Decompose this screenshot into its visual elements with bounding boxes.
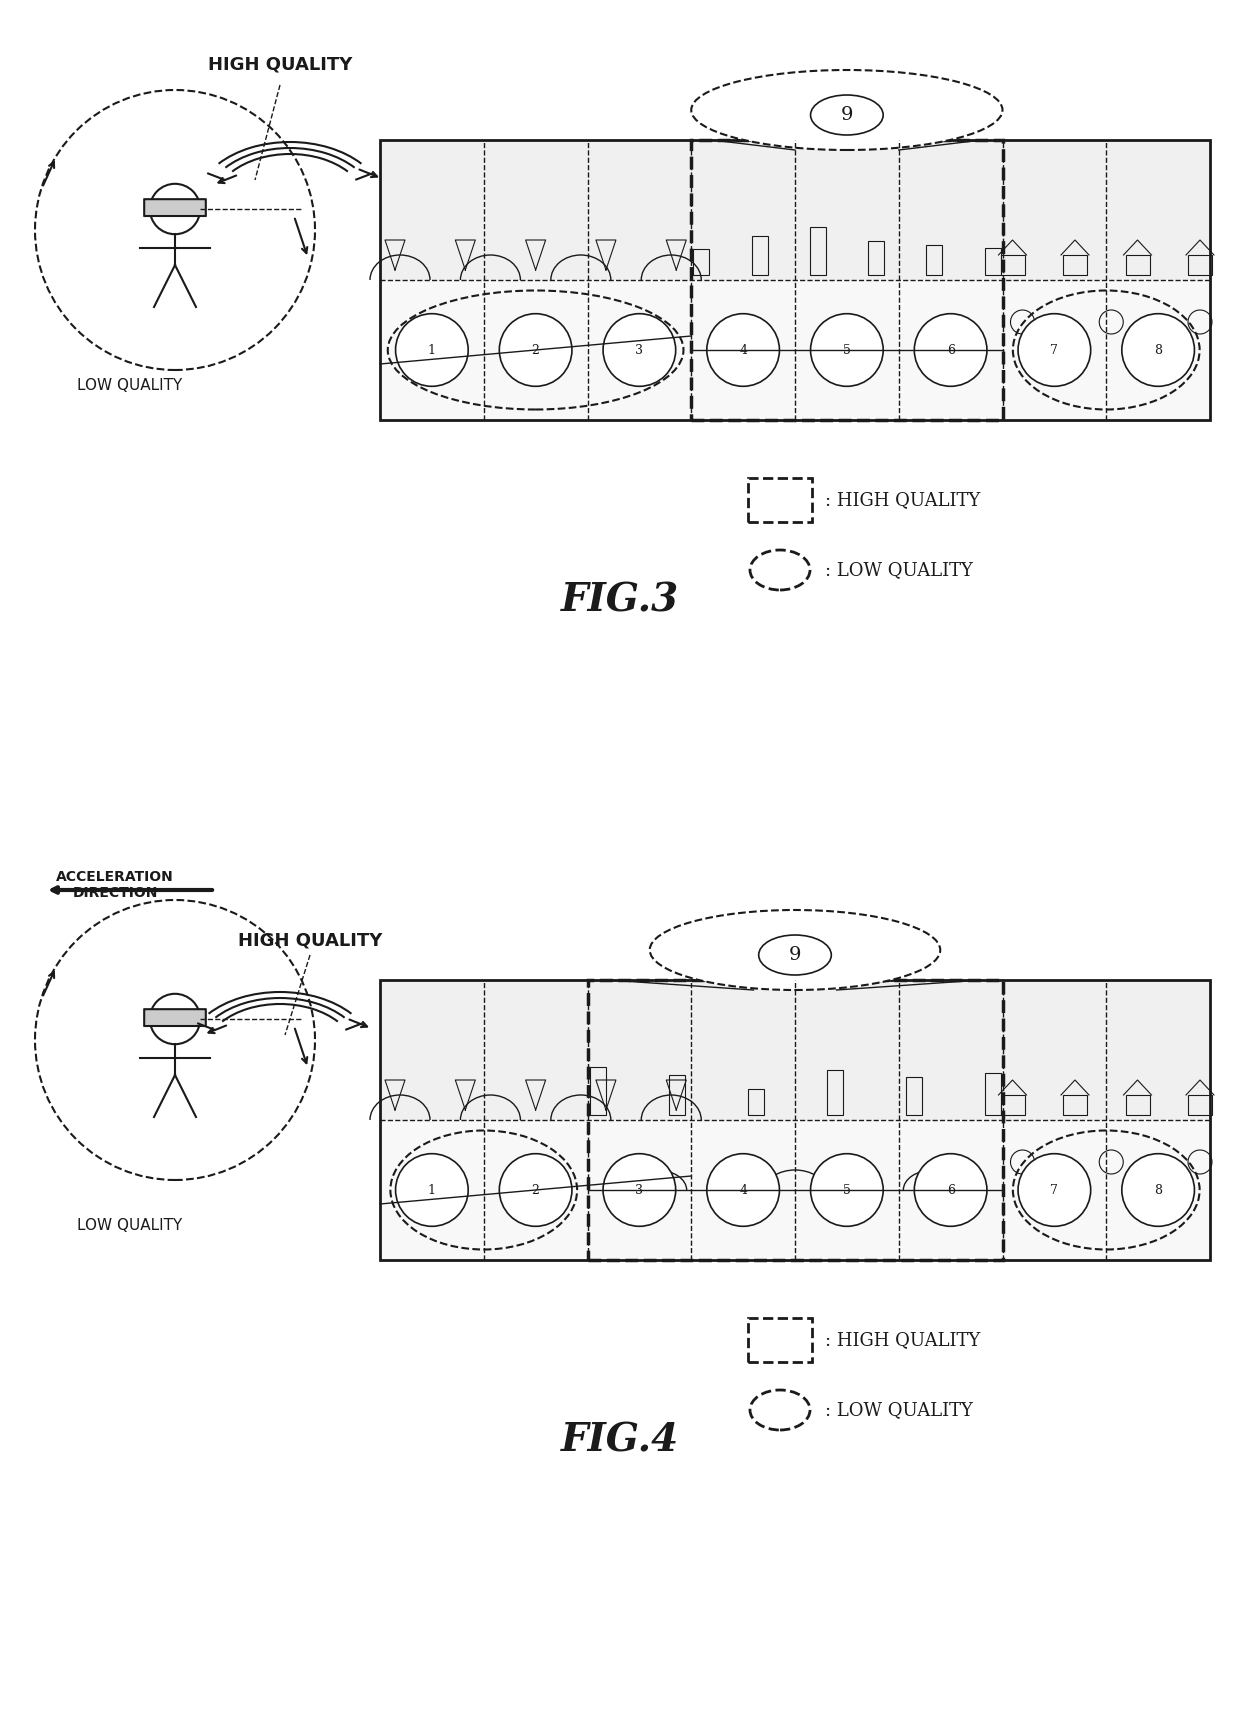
Bar bbox=[827, 1070, 842, 1114]
Text: 1: 1 bbox=[428, 1184, 436, 1196]
Text: : HIGH QUALITY: : HIGH QUALITY bbox=[825, 1331, 981, 1348]
Text: 2: 2 bbox=[532, 344, 539, 357]
Circle shape bbox=[1018, 314, 1091, 386]
Bar bbox=[379, 140, 1210, 420]
Circle shape bbox=[500, 314, 572, 386]
Ellipse shape bbox=[650, 909, 940, 990]
Bar bbox=[868, 241, 884, 275]
Text: 4: 4 bbox=[739, 344, 748, 357]
Circle shape bbox=[396, 314, 469, 386]
Circle shape bbox=[707, 1154, 780, 1227]
Circle shape bbox=[914, 1154, 987, 1227]
Text: ACCELERATION
DIRECTION: ACCELERATION DIRECTION bbox=[56, 870, 174, 901]
Circle shape bbox=[396, 1154, 469, 1227]
Text: 9: 9 bbox=[789, 947, 801, 964]
Bar bbox=[691, 140, 1002, 420]
Bar bbox=[693, 250, 709, 275]
Text: 4: 4 bbox=[739, 1184, 748, 1196]
Text: 3: 3 bbox=[635, 344, 644, 357]
Text: 5: 5 bbox=[843, 1184, 851, 1196]
Text: 7: 7 bbox=[1050, 344, 1058, 357]
Circle shape bbox=[500, 1154, 572, 1227]
Text: 8: 8 bbox=[1154, 1184, 1162, 1196]
Bar bbox=[1188, 1095, 1211, 1114]
Circle shape bbox=[603, 1154, 676, 1227]
Circle shape bbox=[603, 314, 676, 386]
Bar bbox=[1001, 1095, 1024, 1114]
Text: 7: 7 bbox=[1050, 1184, 1058, 1196]
Text: 5: 5 bbox=[843, 344, 851, 357]
Circle shape bbox=[1122, 314, 1194, 386]
Text: 8: 8 bbox=[1154, 344, 1162, 357]
Circle shape bbox=[811, 1154, 883, 1227]
Bar bbox=[1063, 1095, 1087, 1114]
Text: 6: 6 bbox=[946, 344, 955, 357]
Bar bbox=[379, 979, 1210, 1260]
Circle shape bbox=[1018, 1154, 1091, 1227]
Bar bbox=[379, 280, 1210, 420]
Circle shape bbox=[1122, 1154, 1194, 1227]
Text: 6: 6 bbox=[946, 1184, 955, 1196]
Text: FIG.3: FIG.3 bbox=[560, 581, 680, 619]
Circle shape bbox=[811, 314, 883, 386]
Bar bbox=[588, 979, 1002, 1260]
Bar bbox=[985, 1073, 1001, 1114]
Text: 1: 1 bbox=[428, 344, 436, 357]
Bar bbox=[748, 1089, 764, 1114]
Bar bbox=[1001, 255, 1024, 275]
Bar bbox=[668, 1075, 684, 1114]
Text: LOW QUALITY: LOW QUALITY bbox=[77, 378, 182, 393]
Ellipse shape bbox=[691, 70, 1002, 150]
Text: : HIGH QUALITY: : HIGH QUALITY bbox=[825, 490, 981, 509]
Bar bbox=[1063, 255, 1087, 275]
Circle shape bbox=[914, 314, 987, 386]
Bar bbox=[985, 248, 1001, 275]
Bar bbox=[926, 244, 942, 275]
Text: HIGH QUALITY: HIGH QUALITY bbox=[238, 931, 382, 948]
Bar bbox=[589, 1066, 605, 1114]
Bar bbox=[379, 140, 1210, 280]
FancyBboxPatch shape bbox=[144, 200, 206, 215]
Text: 9: 9 bbox=[841, 106, 853, 125]
Bar bbox=[751, 236, 768, 275]
Bar bbox=[379, 979, 1210, 1119]
Text: 3: 3 bbox=[635, 1184, 644, 1196]
Text: FIG.4: FIG.4 bbox=[560, 1420, 680, 1459]
Text: LOW QUALITY: LOW QUALITY bbox=[77, 1217, 182, 1232]
Text: : LOW QUALITY: : LOW QUALITY bbox=[825, 561, 973, 579]
Circle shape bbox=[707, 314, 780, 386]
Bar bbox=[1126, 1095, 1149, 1114]
FancyBboxPatch shape bbox=[144, 1010, 206, 1025]
Text: HIGH QUALITY: HIGH QUALITY bbox=[208, 56, 352, 73]
Bar bbox=[379, 1119, 1210, 1260]
Text: : LOW QUALITY: : LOW QUALITY bbox=[825, 1401, 973, 1418]
Bar bbox=[905, 1077, 921, 1114]
Bar bbox=[1126, 255, 1149, 275]
Bar bbox=[1188, 255, 1211, 275]
Bar bbox=[810, 227, 826, 275]
Text: 2: 2 bbox=[532, 1184, 539, 1196]
